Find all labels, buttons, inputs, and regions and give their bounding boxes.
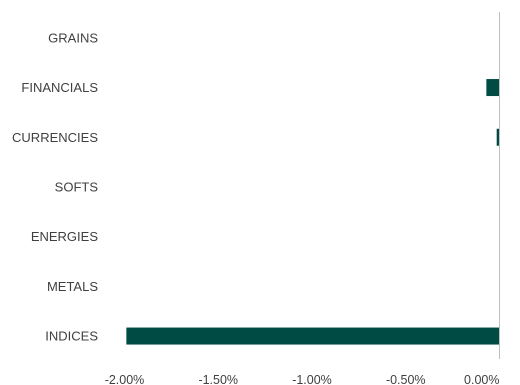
x-tick-label: -1.00% (292, 373, 332, 385)
x-tick-label: -2.00% (105, 373, 145, 385)
category-labels: GRAINS FINANCIALS CURRENCIES SOFTS ENERGIES M… (12, 30, 98, 343)
category-label-softs: SOFTS (55, 179, 99, 194)
category-label-currencies: CURRENCIES (12, 130, 98, 145)
bar-indices (126, 327, 500, 345)
bars (126, 79, 500, 345)
x-tick-label: -1.50% (198, 373, 238, 385)
category-label-financials: FINANCIALS (21, 80, 98, 95)
x-tick-label: -0.50% (386, 373, 426, 385)
category-label-metals: METALS (47, 279, 98, 294)
x-tick-label: 0.00% (464, 373, 499, 385)
bar-financials (486, 79, 500, 97)
bar-currencies (496, 128, 500, 146)
x-tick-labels: -2.00% -1.50% -1.00% -0.50% 0.00% (105, 373, 500, 385)
category-label-energies: ENERGIES (31, 229, 99, 244)
category-label-grains: GRAINS (48, 30, 98, 45)
category-label-indices: INDICES (45, 329, 98, 344)
